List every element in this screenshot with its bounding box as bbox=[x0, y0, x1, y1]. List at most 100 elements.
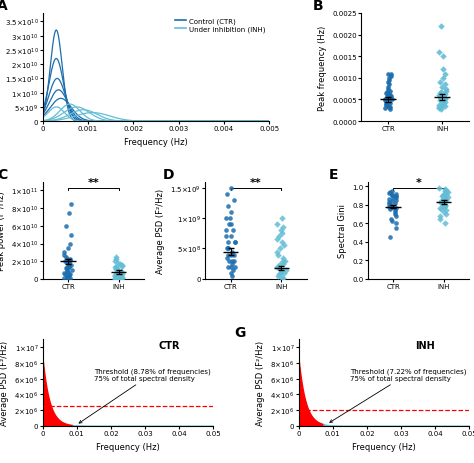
Legend: Control (CTR), Under inhibition (INH): Control (CTR), Under inhibition (INH) bbox=[175, 17, 266, 34]
Point bbox=[66, 255, 73, 263]
Point bbox=[441, 103, 448, 111]
Point bbox=[273, 221, 281, 228]
Point bbox=[391, 209, 398, 216]
Point bbox=[386, 188, 394, 196]
Point bbox=[223, 254, 230, 262]
Point bbox=[392, 197, 400, 204]
Point bbox=[61, 258, 69, 265]
Text: INH: INH bbox=[415, 340, 434, 350]
Point bbox=[389, 204, 397, 212]
Point bbox=[439, 101, 447, 108]
Point bbox=[63, 254, 70, 261]
Point bbox=[67, 232, 74, 239]
Point bbox=[228, 273, 236, 280]
Point bbox=[229, 227, 237, 234]
Point bbox=[391, 200, 399, 207]
Point bbox=[440, 96, 448, 103]
Point bbox=[273, 263, 281, 271]
Point bbox=[276, 245, 283, 253]
Point bbox=[436, 105, 443, 113]
Point bbox=[441, 81, 448, 89]
Point bbox=[439, 53, 447, 61]
Point bbox=[273, 236, 281, 244]
Point bbox=[439, 200, 447, 208]
Point bbox=[60, 249, 68, 257]
Point bbox=[437, 200, 444, 207]
Point bbox=[225, 263, 232, 271]
Point bbox=[436, 92, 443, 100]
Point bbox=[280, 269, 288, 277]
Point bbox=[442, 211, 449, 218]
Point bbox=[386, 97, 393, 104]
Point bbox=[224, 191, 231, 198]
Point bbox=[66, 271, 74, 279]
Point bbox=[384, 86, 392, 93]
Point bbox=[65, 263, 73, 271]
Point bbox=[440, 195, 448, 202]
Point bbox=[65, 261, 73, 268]
Point bbox=[441, 186, 449, 193]
Point bbox=[392, 190, 400, 198]
Point bbox=[384, 79, 392, 87]
Point bbox=[278, 215, 286, 222]
Point bbox=[442, 201, 449, 209]
Point bbox=[383, 89, 391, 96]
Point bbox=[384, 84, 392, 91]
Point bbox=[64, 256, 71, 263]
Point bbox=[114, 275, 121, 282]
Point bbox=[437, 79, 444, 87]
Point bbox=[274, 273, 282, 280]
Point bbox=[390, 195, 397, 202]
Point bbox=[382, 97, 389, 105]
Point bbox=[443, 189, 450, 197]
Point bbox=[386, 94, 394, 101]
Point bbox=[64, 264, 71, 271]
Point bbox=[279, 224, 286, 232]
Point bbox=[278, 269, 285, 277]
Point bbox=[438, 23, 445, 31]
Point bbox=[114, 274, 122, 281]
Point bbox=[386, 88, 393, 95]
Point bbox=[382, 99, 390, 106]
Point bbox=[113, 266, 120, 273]
Text: **: ** bbox=[88, 178, 100, 188]
Point bbox=[386, 77, 393, 85]
Point bbox=[230, 257, 238, 265]
Point bbox=[439, 100, 447, 107]
Point bbox=[387, 73, 394, 80]
Point bbox=[228, 248, 236, 256]
Point bbox=[65, 260, 73, 267]
Point bbox=[437, 106, 445, 113]
Point bbox=[68, 267, 76, 274]
Point bbox=[385, 104, 393, 112]
Text: *: * bbox=[416, 178, 421, 188]
Point bbox=[63, 259, 71, 266]
Point bbox=[392, 194, 400, 201]
Point bbox=[438, 93, 445, 100]
Point bbox=[381, 105, 389, 113]
Text: B: B bbox=[313, 0, 323, 13]
Point bbox=[62, 223, 70, 230]
Point bbox=[224, 251, 232, 259]
Point bbox=[225, 245, 232, 253]
Text: A: A bbox=[0, 0, 8, 13]
Y-axis label: Spectral Gini: Spectral Gini bbox=[337, 204, 346, 258]
Point bbox=[386, 92, 394, 100]
Point bbox=[443, 197, 450, 204]
Point bbox=[389, 198, 396, 205]
Point bbox=[438, 198, 445, 205]
Text: E: E bbox=[329, 167, 338, 181]
Point bbox=[228, 184, 235, 192]
Point bbox=[64, 269, 72, 276]
Point bbox=[435, 102, 443, 109]
Point bbox=[438, 84, 446, 91]
Point bbox=[440, 190, 447, 198]
Point bbox=[277, 267, 285, 274]
Point bbox=[436, 205, 444, 213]
Point bbox=[386, 202, 394, 210]
Point bbox=[226, 215, 234, 222]
Point bbox=[278, 230, 286, 238]
Point bbox=[437, 94, 445, 102]
Point bbox=[223, 233, 230, 240]
Point bbox=[280, 257, 287, 265]
